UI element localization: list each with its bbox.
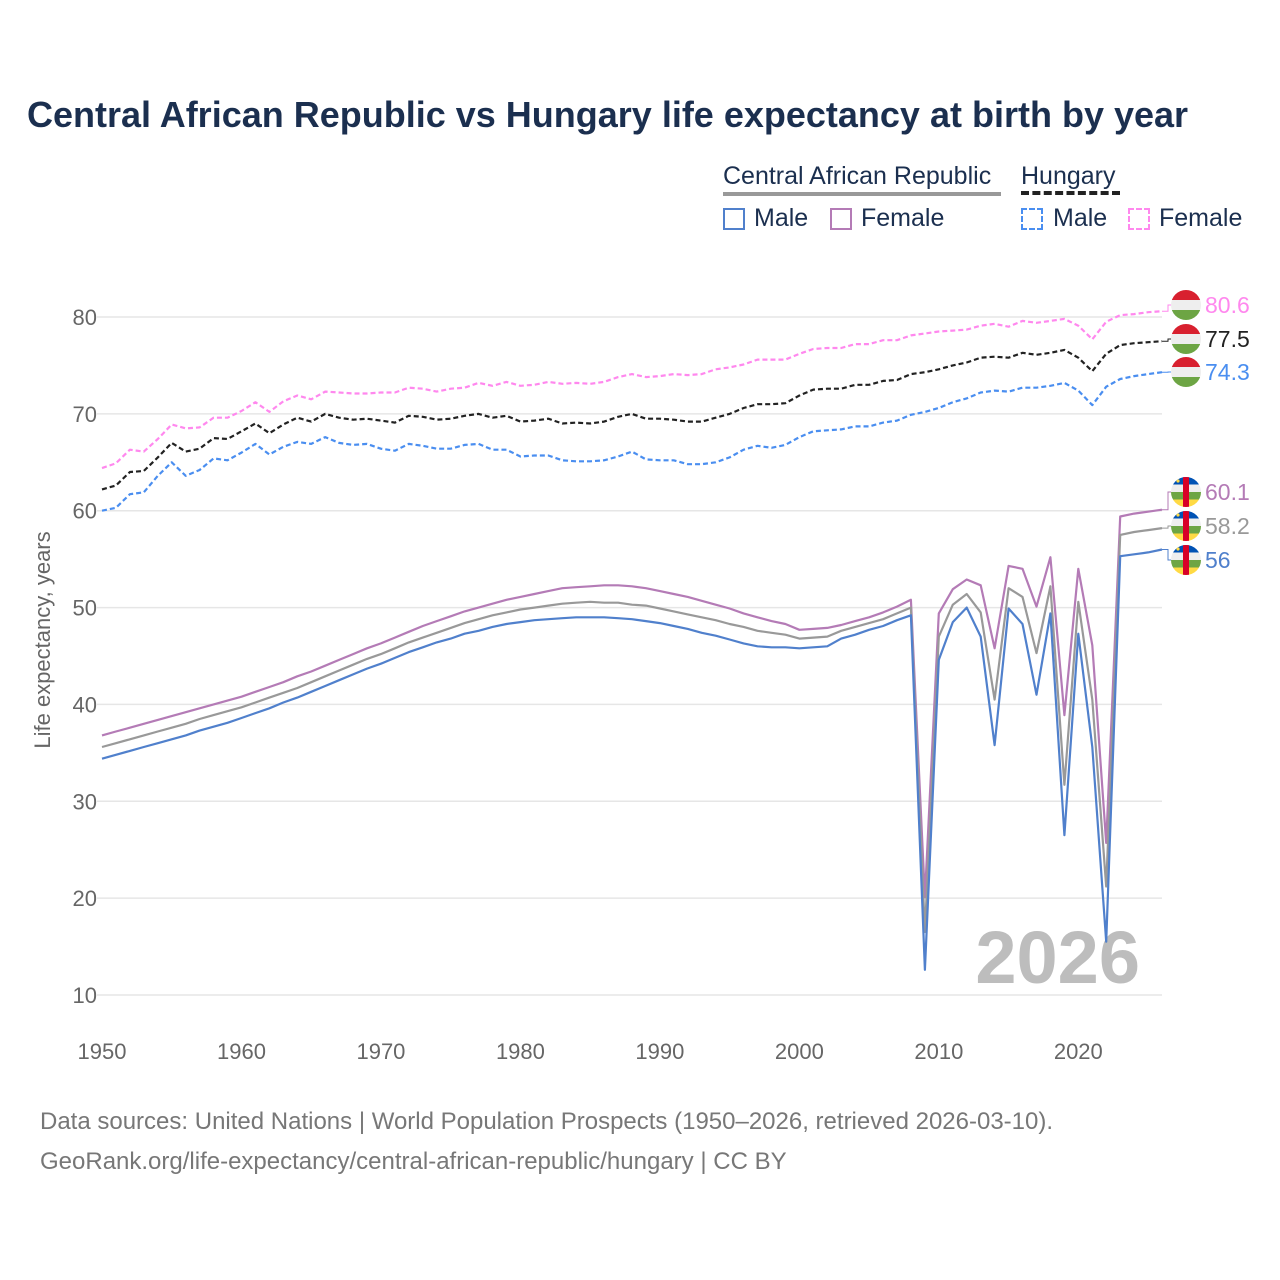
car-flag-icon <box>1171 545 1201 575</box>
x-tick-label: 2010 <box>914 1039 963 1064</box>
end-value-label: 80.6 <box>1205 292 1250 318</box>
footer-sources: Data sources: United Nations | World Pop… <box>40 1108 1054 1135</box>
y-tick-label: 20 <box>73 886 97 911</box>
x-tick-label: 2020 <box>1054 1039 1103 1064</box>
label-connector <box>1162 338 1172 342</box>
x-tick-label: 1980 <box>496 1039 545 1064</box>
chart-title: Central African Republic vs Hungary life… <box>27 94 1189 135</box>
end-value-label: 77.5 <box>1205 326 1250 352</box>
y-tick-label: 10 <box>73 983 97 1008</box>
y-axis-label: Life expectancy, years <box>30 531 55 748</box>
legend-hungary-female-label: Female <box>1159 204 1243 232</box>
legend-car-male-swatch <box>723 208 745 230</box>
end-value-label: 74.3 <box>1205 359 1250 385</box>
series-line-central-african-republic-female <box>101 508 1163 899</box>
end-value-label: 58.2 <box>1205 513 1250 539</box>
end-value-label: 56 <box>1205 547 1231 573</box>
y-tick-label: 70 <box>73 402 97 427</box>
footer-link: GeoRank.org/life-expectancy/central-afri… <box>40 1148 787 1175</box>
label-connector <box>1162 548 1172 561</box>
hungary-flag-icon <box>1171 290 1201 320</box>
year-watermark: 2026 <box>975 916 1140 999</box>
series-line-hungary-total <box>101 340 1163 491</box>
legend-group-car: Central African Republic <box>723 162 992 190</box>
end-value-label: 60.1 <box>1205 479 1250 505</box>
x-tick-label: 1950 <box>78 1039 127 1064</box>
car-flag-icon <box>1171 511 1201 541</box>
legend-hungary-female-swatch <box>1128 208 1150 230</box>
series-line-central-african-republic-male <box>101 548 1163 971</box>
legend-car-female-label: Female <box>861 204 945 232</box>
hungary-flag-icon <box>1171 357 1201 387</box>
x-tick-label: 1970 <box>356 1039 405 1064</box>
label-connector <box>1162 304 1172 312</box>
series-line-hungary-male <box>101 371 1163 512</box>
y-tick-label: 40 <box>73 692 97 717</box>
x-tick-label: 1990 <box>635 1039 684 1064</box>
legend-group-hungary: Hungary <box>1021 162 1116 190</box>
legend-hungary-line <box>1021 191 1120 195</box>
x-tick-label: 2000 <box>775 1039 824 1064</box>
x-tick-label: 1960 <box>217 1039 266 1064</box>
series-line-hungary-female <box>101 310 1163 470</box>
label-connector <box>1162 525 1172 529</box>
y-tick-label: 30 <box>73 789 97 814</box>
legend-car-female-swatch <box>830 208 852 230</box>
label-connector <box>1162 491 1172 511</box>
hungary-flag-icon <box>1171 324 1201 354</box>
legend-hungary-male-swatch <box>1021 208 1043 230</box>
legend-car-line <box>723 192 1001 196</box>
legend-car-male-label: Male <box>754 204 809 232</box>
y-tick-label: 50 <box>73 596 97 621</box>
y-tick-label: 80 <box>73 305 97 330</box>
y-tick-label: 60 <box>73 499 97 524</box>
legend-hungary-male-label: Male <box>1053 204 1108 232</box>
series-line-central-african-republic-total <box>101 527 1163 934</box>
car-flag-icon <box>1171 477 1201 507</box>
